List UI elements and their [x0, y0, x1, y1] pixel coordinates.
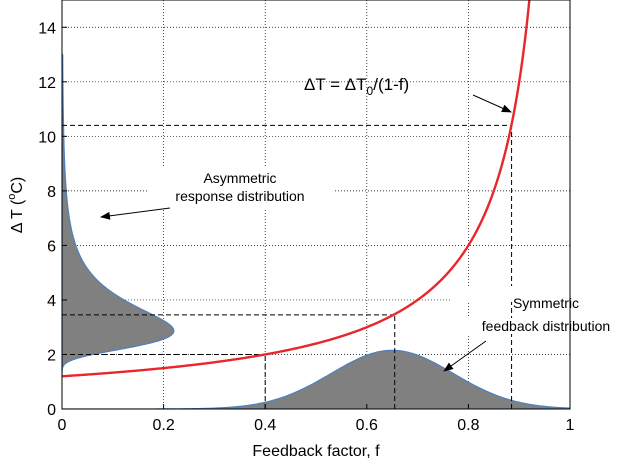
asymmetric-label-line2: response distribution: [175, 188, 304, 204]
asymmetric-arrow: [100, 207, 171, 220]
y-tick-label: 6: [47, 238, 56, 255]
y-tick-label: 2: [47, 347, 56, 364]
symmetric-label-bg2: [452, 318, 568, 334]
y-tick-label: 4: [47, 293, 56, 310]
symmetric-label-line2: feedback distribution: [482, 318, 610, 334]
symmetric-label-line1: Symmetric: [513, 295, 579, 311]
x-tick-label: 0: [58, 417, 67, 434]
x-tick-label: 1: [566, 417, 575, 434]
x-tick-label: 0.4: [254, 417, 276, 434]
y-axis-label: Δ T (oC): [6, 177, 26, 234]
response-distribution: [62, 54, 175, 377]
y-tick-label: 10: [38, 129, 56, 146]
feedback-distribution: [62, 349, 570, 409]
guide-lines: [62, 124, 513, 409]
x-tick-label: 0.2: [152, 417, 174, 434]
asymmetric-label-line1: Asymmetric: [203, 170, 276, 186]
symmetric-label-bg: [452, 286, 568, 302]
y-tick-label: 0: [47, 402, 56, 419]
y-tick-label: 12: [38, 75, 56, 92]
asymmetric-label-bg: [148, 168, 334, 210]
response-curve: [62, 0, 531, 378]
equation-arrow: [472, 94, 512, 113]
equation-label: ΔT = ΔT0/(1-f): [304, 75, 409, 98]
response-curve-line: [62, 0, 531, 378]
x-tick-label: 0.8: [457, 417, 479, 434]
x-axis-label: Feedback factor, f: [252, 443, 380, 460]
y-tick-label: 8: [47, 184, 56, 201]
y-tick-label: 14: [38, 20, 56, 37]
x-tick-label: 0.6: [356, 417, 378, 434]
symmetric-arrow: [443, 340, 487, 372]
plot-frame: [61, 0, 571, 410]
distributions: [62, 54, 570, 409]
